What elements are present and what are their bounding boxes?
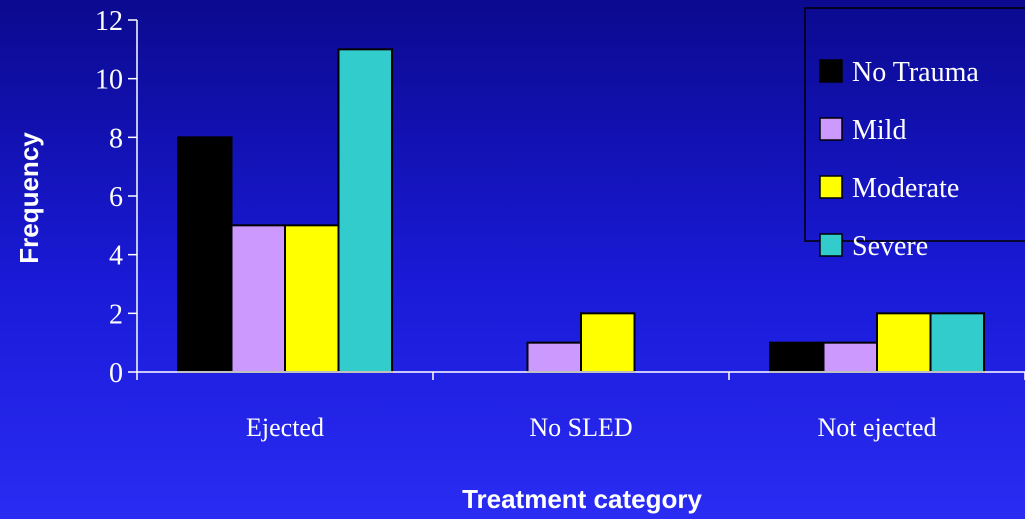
- bar-mild-ejected: [230, 224, 286, 373]
- x-axis-title: Treatment category: [462, 484, 702, 514]
- legend-swatch: [819, 117, 843, 141]
- legend-swatch: [819, 59, 843, 83]
- legend-label: Mild: [852, 115, 906, 146]
- bar-mild-not-ejected: [822, 341, 878, 373]
- legend-swatch: [819, 175, 843, 199]
- legend-box: [804, 7, 1025, 242]
- y-tick-label: 8: [109, 123, 123, 154]
- legend-label: Severe: [852, 231, 928, 262]
- y-tick-label: 2: [109, 299, 123, 330]
- bar-mild-no-sled: [526, 341, 582, 373]
- bar-no-trauma-not-ejected: [769, 341, 825, 373]
- y-tick-label: 6: [109, 182, 123, 213]
- legend-label: No Trauma: [852, 57, 979, 88]
- bar-no-trauma-ejected: [177, 136, 233, 373]
- legend-label: Moderate: [852, 173, 959, 204]
- y-tick-label: 4: [109, 241, 123, 272]
- bar-severe-ejected: [337, 48, 393, 373]
- y-tick-label: 10: [95, 65, 123, 96]
- bar-moderate-not-ejected: [876, 312, 932, 374]
- legend: No Trauma Mild Moderate Severe: [804, 7, 1025, 262]
- y-axis-title: Frequency: [14, 132, 44, 264]
- x-tick-label: Ejected: [246, 413, 324, 442]
- bar-moderate-no-sled: [580, 312, 636, 374]
- x-tick-label: No SLED: [529, 413, 632, 442]
- legend-swatch: [819, 233, 843, 257]
- axes-group: Ejected No SLED Not ejected 0 2 4 6 8 10 12: [95, 6, 1025, 442]
- y-tick-label: 0: [109, 358, 123, 389]
- bar-severe-not-ejected: [929, 312, 985, 374]
- bar-moderate-ejected: [284, 224, 340, 373]
- bars-group: [177, 48, 985, 374]
- y-tick-label: 12: [95, 6, 123, 37]
- x-tick-label: Not ejected: [817, 413, 936, 442]
